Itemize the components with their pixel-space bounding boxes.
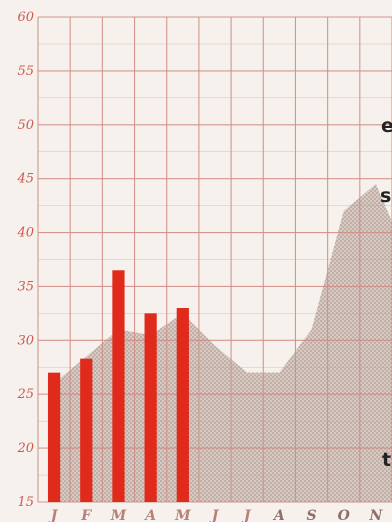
- margin-char: t: [382, 449, 391, 471]
- y-tick-label: 30: [17, 333, 34, 348]
- bar: [80, 358, 93, 502]
- y-tick-label: 40: [16, 226, 34, 241]
- x-tick-label: F: [80, 508, 92, 522]
- y-tick-label: 35: [17, 279, 34, 294]
- x-axis-ticks: JFMAMJJASOND: [48, 508, 384, 522]
- x-tick-label: M: [174, 508, 191, 522]
- x-tick-label: J: [241, 508, 252, 522]
- area-dot-texture: [54, 184, 392, 502]
- bar: [176, 308, 189, 502]
- y-tick-label: 15: [17, 495, 34, 510]
- margin-char: e: [381, 115, 392, 137]
- margin-char: s: [380, 185, 391, 207]
- y-tick-label: 60: [17, 10, 34, 25]
- margin-text: e s t: [380, 115, 392, 471]
- area-layer: [54, 184, 392, 502]
- x-tick-label: M: [110, 508, 127, 522]
- x-tick-label: N: [369, 508, 384, 522]
- y-tick-label: 50: [17, 118, 34, 133]
- bar: [112, 270, 125, 502]
- x-tick-label: O: [338, 508, 351, 522]
- y-axis-ticks: 15 20 25 30 35 40 45 50 55 60: [16, 10, 34, 510]
- x-tick-label: J: [48, 508, 59, 522]
- grid-layer: [37, 16, 392, 503]
- y-tick-label: 45: [16, 172, 34, 187]
- y-tick-label: 55: [17, 64, 34, 79]
- bar: [47, 372, 61, 502]
- x-tick-label: S: [306, 508, 316, 522]
- bar: [144, 313, 157, 502]
- y-tick-label: 25: [16, 387, 34, 402]
- y-tick-label: 20: [16, 441, 34, 456]
- x-tick-label: A: [272, 508, 285, 522]
- bar-layer: [47, 270, 189, 502]
- x-tick-label: J: [209, 508, 220, 522]
- x-tick-label: A: [143, 508, 156, 522]
